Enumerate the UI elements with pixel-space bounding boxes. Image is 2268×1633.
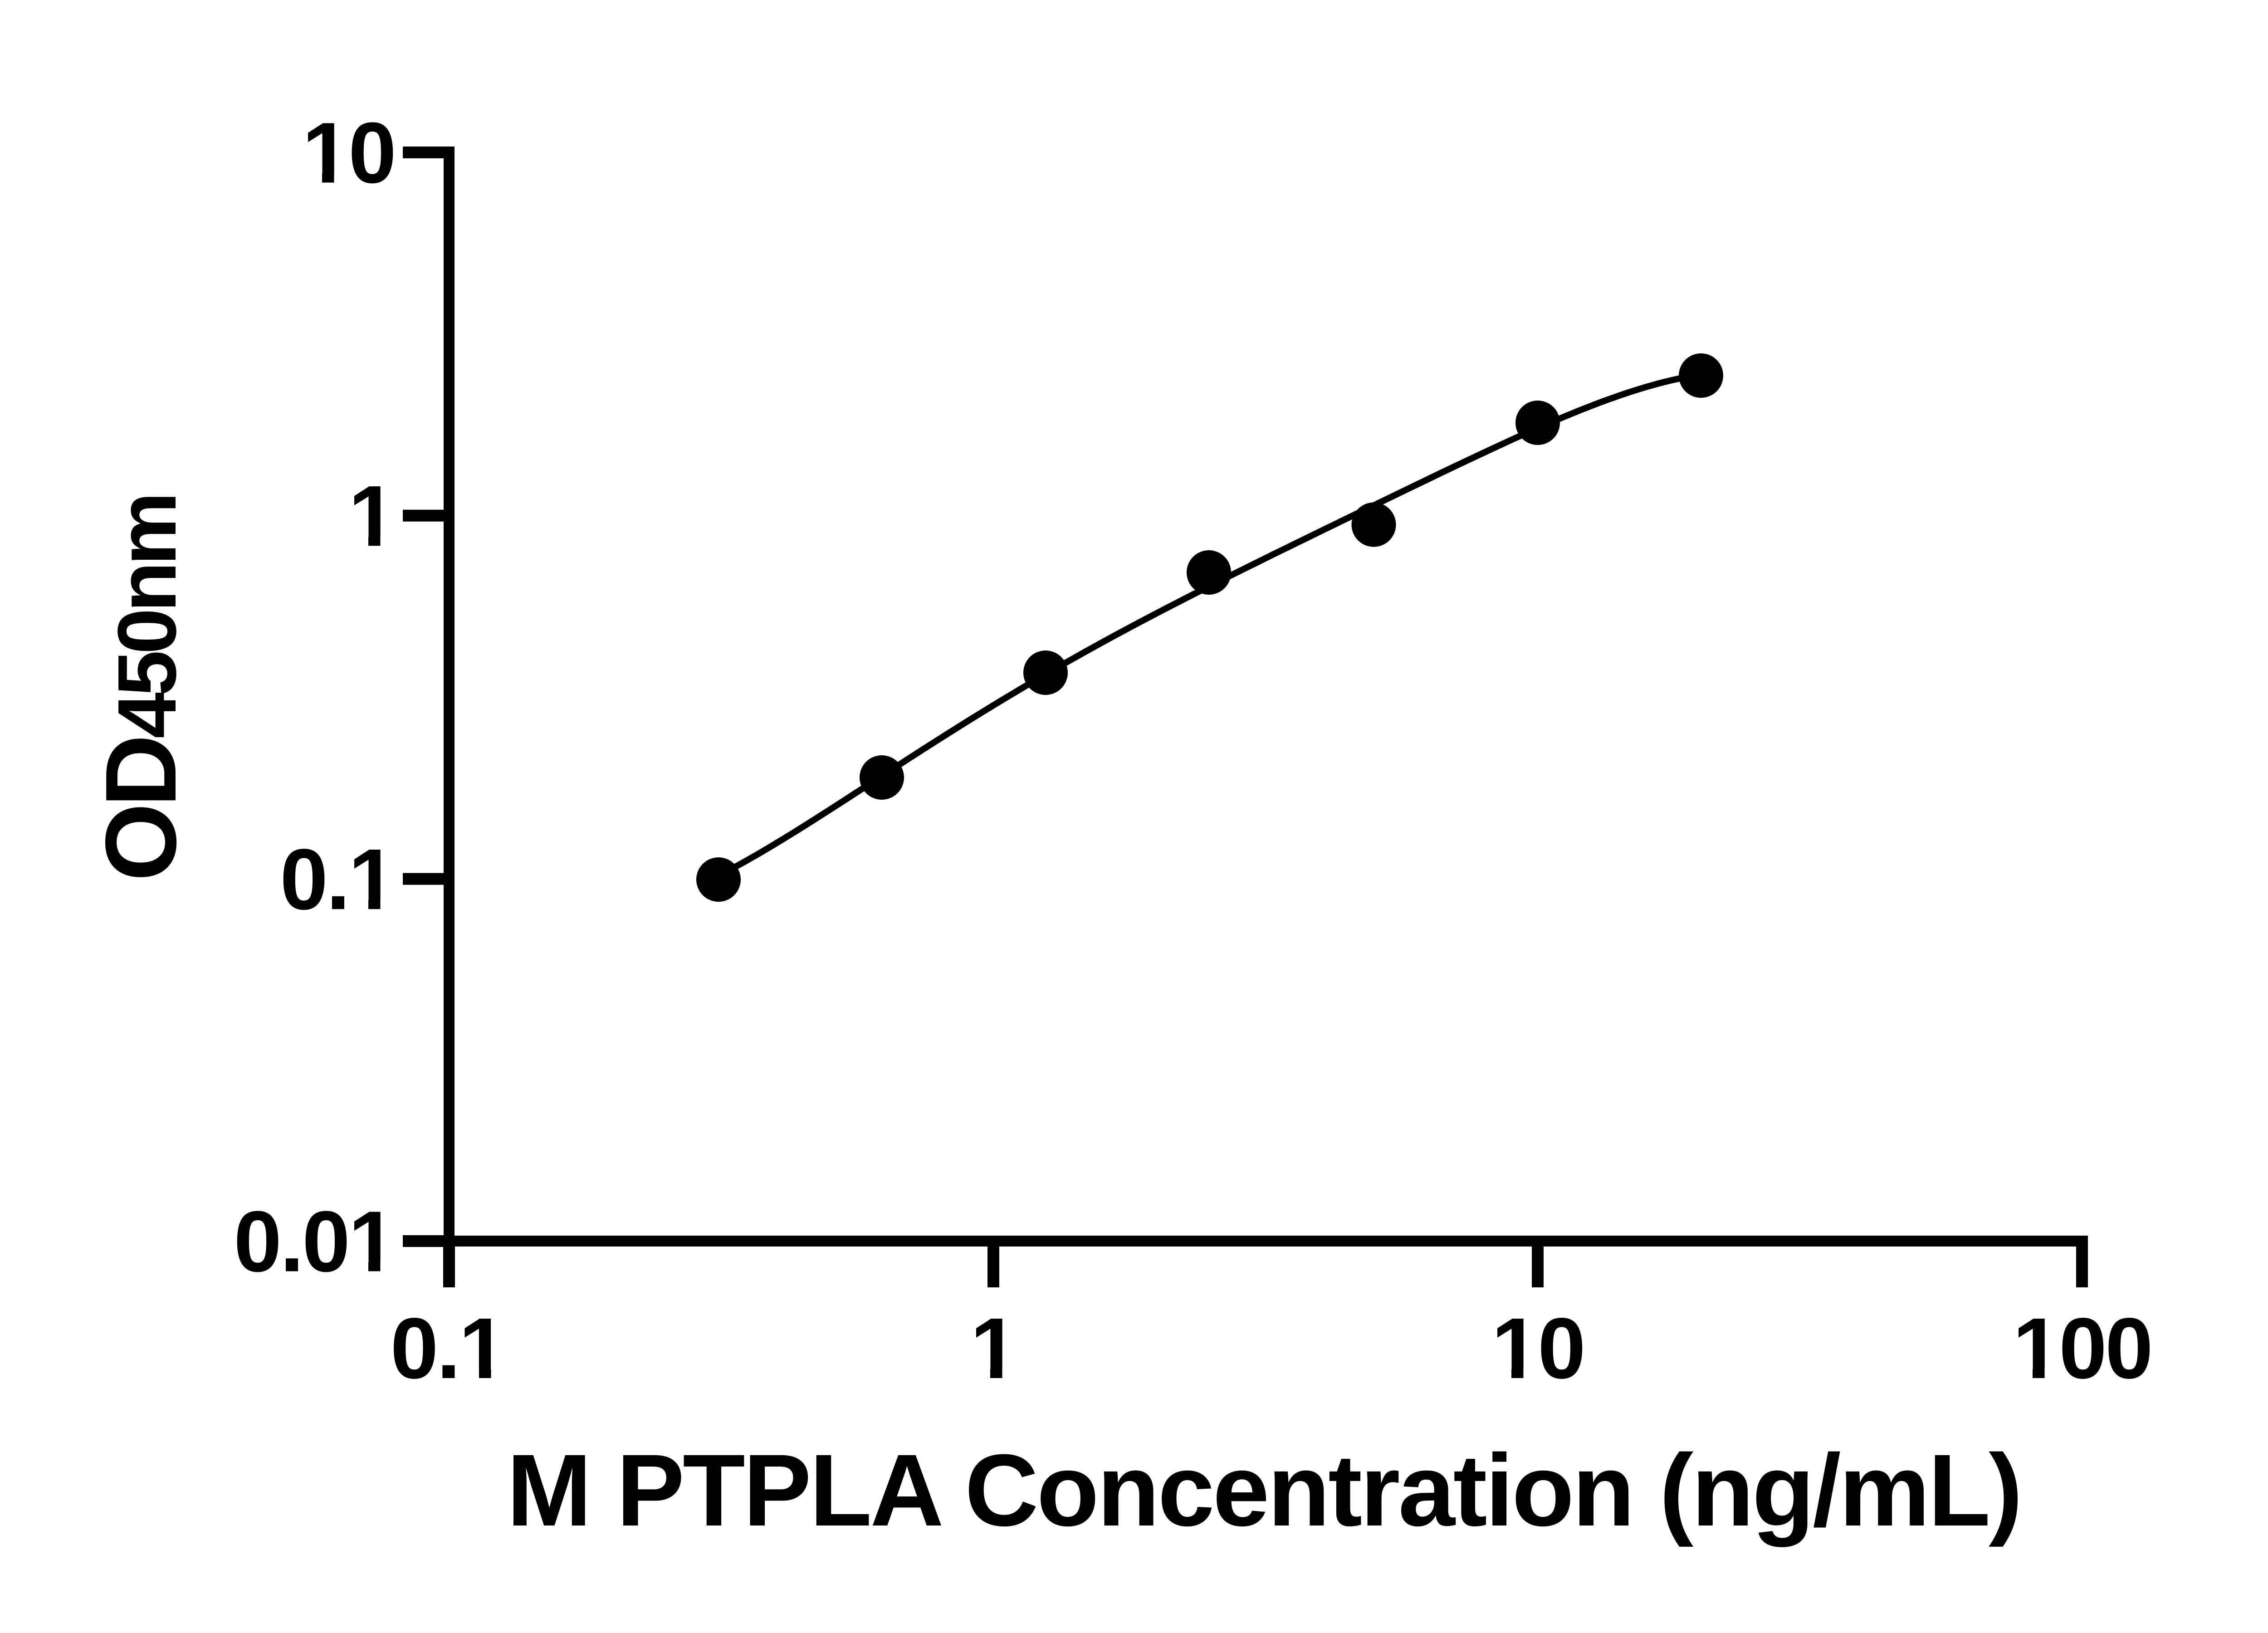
svg-text:1: 1 [970, 1301, 1017, 1397]
svg-text:0.1: 0.1 [391, 1301, 505, 1397]
svg-text:10: 10 [302, 105, 395, 201]
svg-text:0.01: 0.01 [234, 1194, 395, 1290]
svg-text:OD450nm: OD450nm [85, 496, 197, 881]
svg-text:10: 10 [1491, 1301, 1584, 1397]
svg-text:100: 100 [2013, 1301, 2151, 1397]
svg-text:0.1: 0.1 [280, 831, 395, 928]
svg-text:1: 1 [348, 468, 395, 564]
svg-text:M PTPLA Concentration (ng/mL): M PTPLA Concentration (ng/mL) [507, 1433, 2021, 1547]
